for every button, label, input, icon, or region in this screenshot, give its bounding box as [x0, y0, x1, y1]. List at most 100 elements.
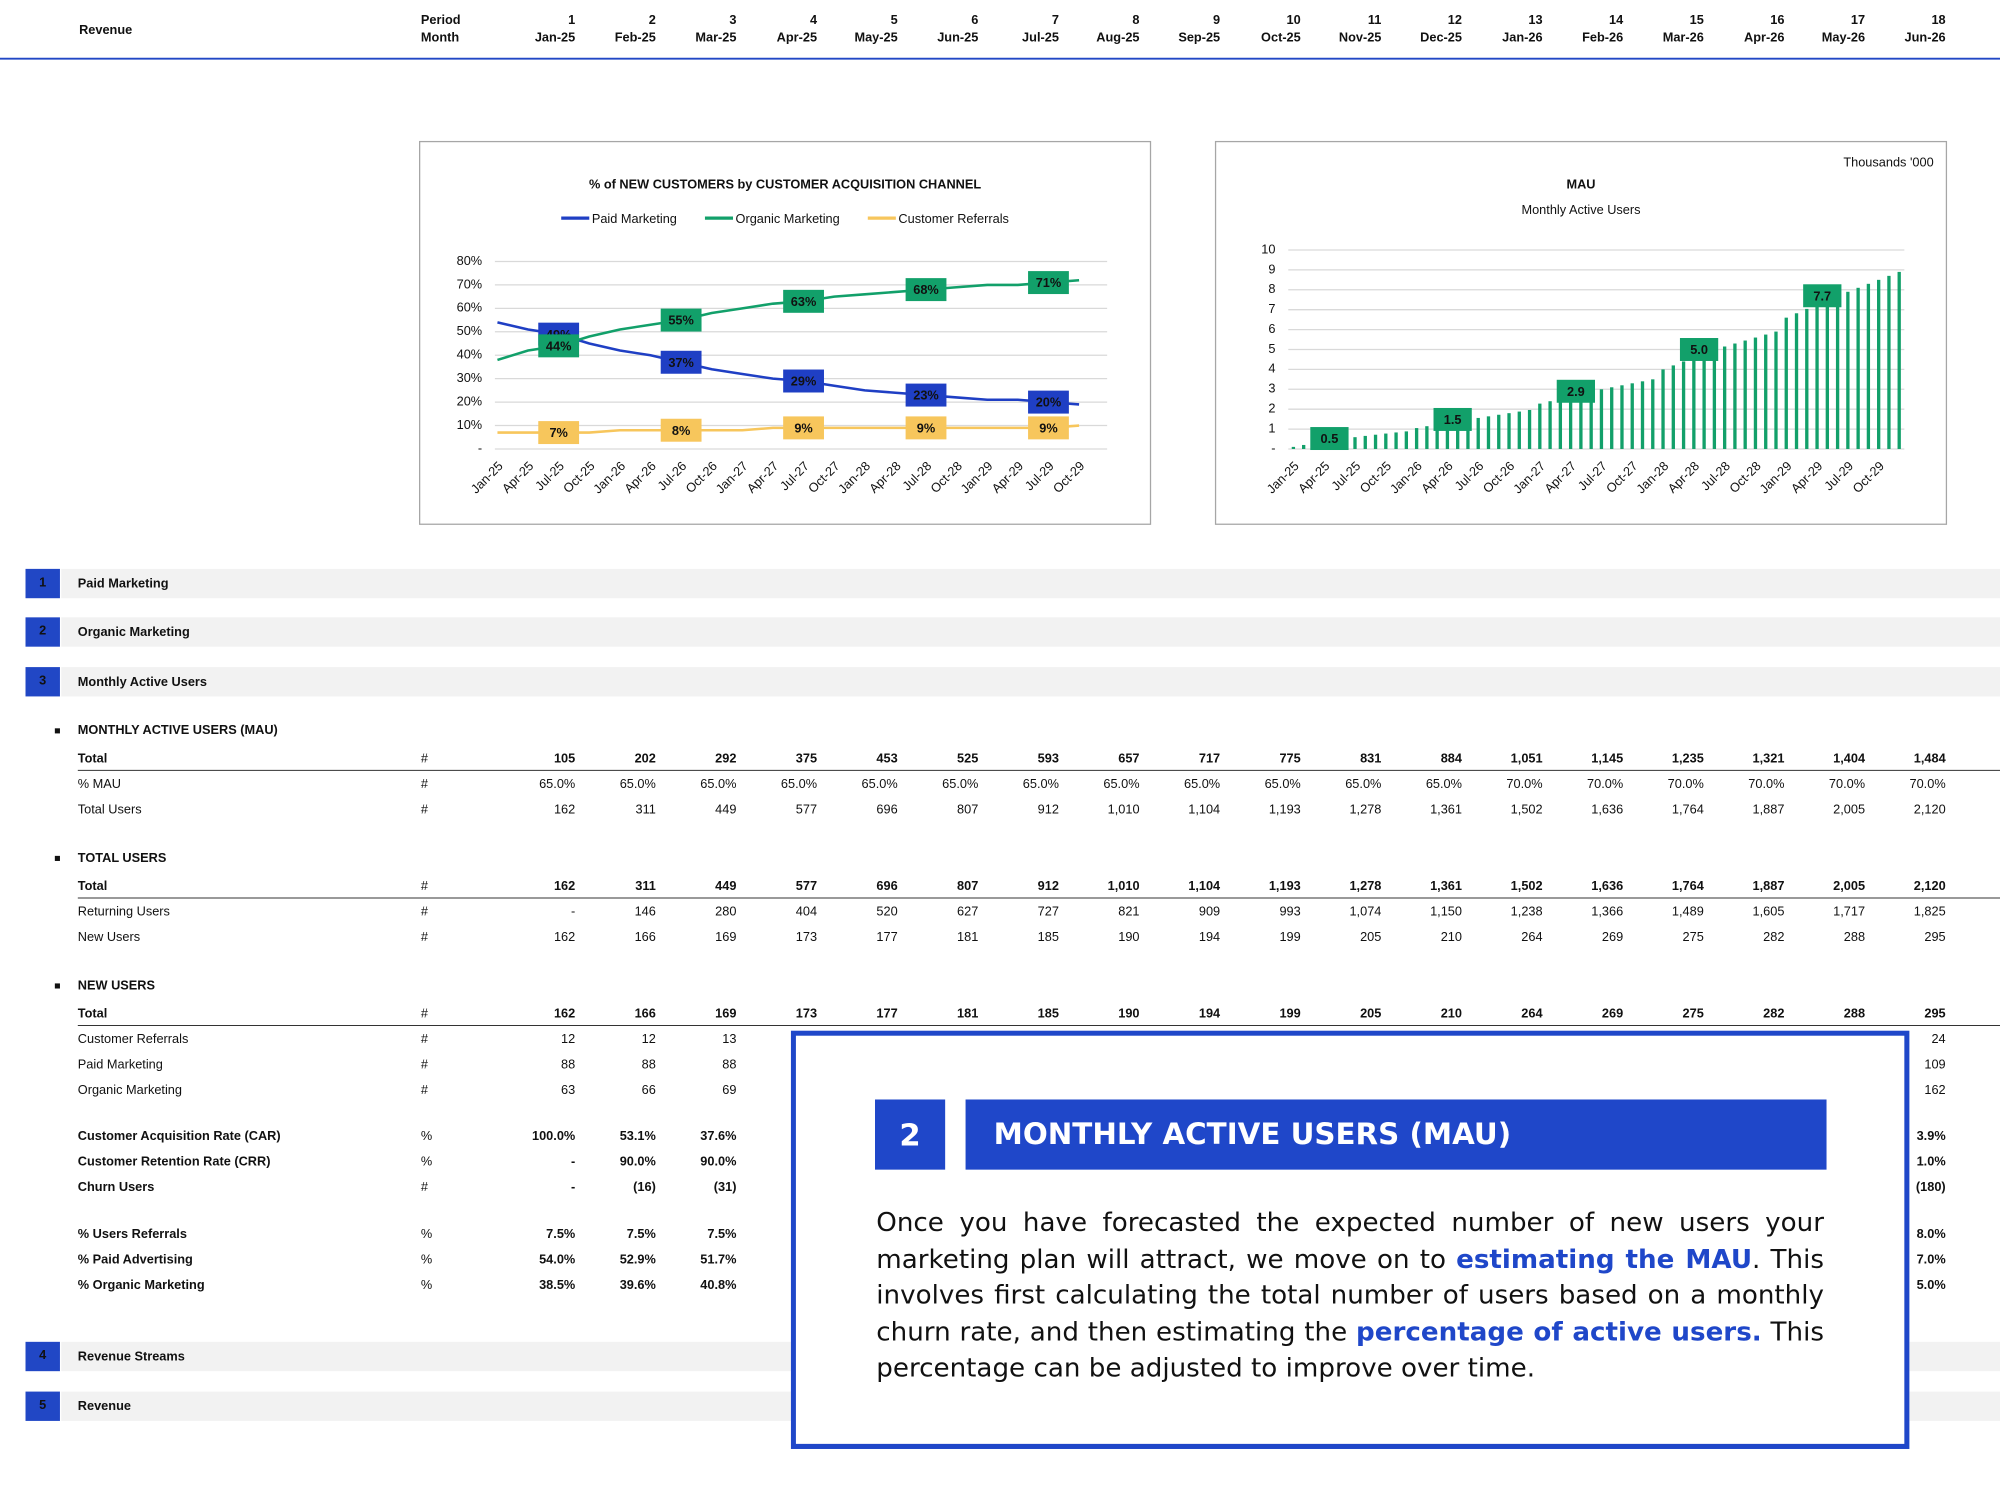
cell: 166: [635, 1005, 656, 1020]
cell: 288: [1844, 929, 1865, 944]
cell: 282: [1763, 929, 1784, 944]
cell: 1,150: [1430, 903, 1462, 918]
cell: 65.0%: [539, 776, 575, 791]
row-label: Total Users: [78, 801, 142, 816]
bar: [1466, 419, 1470, 449]
row-label: New Users: [78, 929, 140, 944]
bar: [1425, 426, 1429, 449]
period-number: 15: [1690, 12, 1704, 27]
cell: 275: [1683, 1005, 1704, 1020]
data-label: 8%: [672, 423, 690, 438]
cell: 1,278: [1349, 801, 1381, 816]
cell: 65.0%: [1426, 776, 1462, 791]
legend-entry: Customer Referrals: [867, 211, 1009, 226]
callout-number: 2: [875, 1099, 946, 1170]
cell: 109: [1924, 1056, 1945, 1071]
period-number: 17: [1851, 12, 1865, 27]
y-tick-label: 8: [1268, 281, 1275, 296]
period-month: Aug-25: [1096, 30, 1139, 45]
cell: 912: [1038, 878, 1059, 893]
cell: 696: [876, 878, 897, 893]
bar: [1414, 428, 1419, 449]
bar: [1753, 337, 1758, 449]
row-label: Organic Marketing: [78, 1082, 182, 1097]
period-number: 9: [1213, 12, 1220, 27]
data-label-box: [1803, 284, 1842, 308]
chart-frame: [1214, 140, 1948, 525]
bar: [1877, 279, 1881, 449]
chart-title: MAU: [1566, 176, 1595, 191]
cell: 173: [796, 1005, 817, 1020]
data-label: 7%: [549, 425, 567, 440]
cell: 1,484: [1914, 750, 1947, 765]
cell: 65.0%: [700, 776, 736, 791]
cell: 88: [642, 1056, 656, 1071]
chart-note: Thousands '000: [1843, 155, 1933, 170]
bar: [1394, 432, 1398, 449]
cell: 577: [796, 801, 817, 816]
bar: [1404, 431, 1409, 449]
bar: [1887, 275, 1891, 449]
cell: 2,120: [1914, 878, 1946, 893]
cell: 1,104: [1188, 878, 1221, 893]
bar: [1302, 444, 1306, 449]
bar: [1640, 381, 1645, 449]
cell: 40.8%: [700, 1277, 736, 1292]
cell: 1,764: [1672, 878, 1705, 893]
bar: [1579, 394, 1583, 449]
cell: 194: [1199, 929, 1220, 944]
section-badge: [25, 667, 60, 697]
cell: (16): [633, 1179, 656, 1194]
cell: 288: [1844, 1005, 1865, 1020]
sheet-title: Revenue: [79, 22, 132, 37]
period-month: Dec-25: [1420, 30, 1462, 45]
row-label: % Paid Advertising: [78, 1252, 193, 1267]
cell: 100.0%: [532, 1128, 575, 1143]
period-number: 3: [729, 12, 736, 27]
cell: 282: [1763, 1005, 1784, 1020]
bar: [1568, 396, 1573, 449]
cell: 70.0%: [1506, 776, 1542, 791]
callout-text-part: This percentage can be adjusted to impro…: [876, 1316, 1824, 1384]
section-label: Paid Marketing: [78, 576, 169, 591]
cell: 2,120: [1914, 801, 1946, 816]
section-band: [61, 568, 2000, 599]
row-unit: %: [421, 1128, 432, 1143]
cell: 264: [1521, 929, 1542, 944]
y-tick-label: 9: [1268, 261, 1275, 276]
y-tick-label: 10%: [457, 417, 483, 432]
cell: 311: [635, 878, 656, 893]
callout-text: Once you have forecasted the expected nu…: [876, 1204, 1824, 1386]
cell: 38.5%: [539, 1277, 575, 1292]
section-band: [61, 617, 2000, 647]
chart-subtitle: Monthly Active Users: [1521, 202, 1640, 217]
period-number: 2: [649, 12, 656, 27]
data-label-box: [1028, 416, 1069, 440]
data-label-box: [538, 334, 580, 358]
data-label: 37%: [668, 355, 694, 370]
data-label: 1.5: [1444, 412, 1462, 427]
bullet: [54, 983, 60, 989]
bar: [1784, 317, 1788, 449]
row-label: % Users Referrals: [78, 1226, 187, 1241]
data-label-box: [1310, 427, 1349, 451]
bar: [1291, 446, 1296, 449]
cell: 70.0%: [1668, 776, 1704, 791]
cell: 525: [957, 750, 978, 765]
legend-label: Paid Marketing: [592, 211, 677, 226]
row-label: Customer Acquisition Rate (CAR): [78, 1128, 281, 1143]
cell: 453: [876, 750, 897, 765]
section-badge: [25, 1341, 60, 1372]
section-label: Monthly Active Users: [78, 674, 207, 689]
cell: 269: [1602, 929, 1623, 944]
cell: 70.0%: [1587, 776, 1623, 791]
data-label: 0.5: [1321, 431, 1339, 446]
bar: [1363, 435, 1367, 449]
period-number: 5: [891, 12, 898, 27]
cell: 1,764: [1672, 801, 1704, 816]
data-label-box: [1433, 407, 1472, 431]
data-label-box: [905, 416, 947, 440]
period-month: Feb-25: [615, 30, 656, 45]
cell: 295: [1924, 929, 1945, 944]
